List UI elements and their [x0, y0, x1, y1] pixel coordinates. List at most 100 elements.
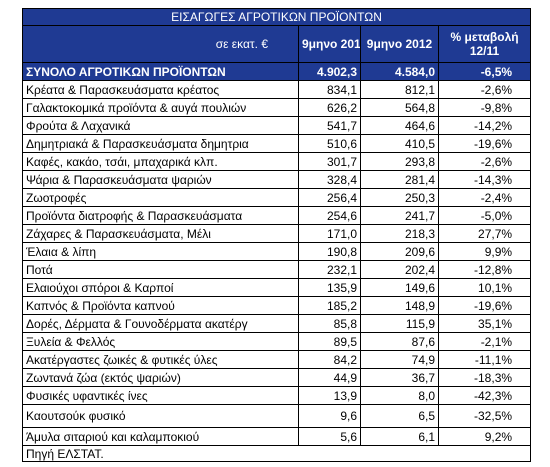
header-cell: 9μηνο 2011 — [298, 25, 361, 63]
data-row: Καουτσούκ φυσικό 9,6 6,5 -32,5% — [22, 404, 532, 428]
cell: 135,9 — [298, 278, 361, 297]
cell: 27,7% — [437, 224, 532, 243]
cell: 185,2 — [298, 296, 361, 315]
cell: 256,4 — [298, 188, 361, 207]
cell: 87,6 — [360, 332, 439, 351]
cell: 6,1 — [360, 427, 439, 446]
cell: -19,6% — [437, 296, 532, 315]
cell: -6,5% — [437, 62, 532, 81]
cell: -9,8% — [437, 98, 532, 117]
cell: 4.584,0 — [360, 62, 439, 81]
table-body: ΕΙΣΑΓΩΓΕΣ ΑΓΡΟΤΙΚΩΝ ΠΡΟΪΟΝΤΩΝ σε εκατ. €… — [21, 8, 532, 462]
cell: Ζωντανά ζώα (εκτός ψαριών) — [22, 368, 299, 387]
header-row: σε εκατ. €9μηνο 2011 9μηνο 2012% μεταβολή… — [22, 25, 532, 63]
cell: 250,3 — [360, 188, 439, 207]
data-row: Φρούτα & Λαχανικά 541,7 464,6 -14,2% — [22, 116, 532, 135]
data-row: Γαλακτοκομικά προϊόντα & αυγά πουλιών 626… — [22, 98, 532, 117]
cell: 4.902,3 — [298, 62, 361, 81]
cell: 85,8 — [298, 314, 361, 333]
cell: 301,7 — [298, 152, 361, 171]
data-row: Προϊόντα διατροφής & Παρασκευάσματα 254,6… — [22, 206, 532, 225]
cell: Κρέατα & Παρασκευάσματα κρέατος — [22, 80, 299, 99]
cell: 44,9 — [298, 368, 361, 387]
cell: 626,2 — [298, 98, 361, 117]
data-row: Φυσικές υφαντικές ίνες 13,9 8,0 -42,3% — [22, 386, 532, 405]
cell: Ξυλεία & Φελλός — [22, 332, 299, 351]
cell: 8,0 — [360, 386, 439, 405]
data-row: Ποτά 232,1 202,4 -12,8% — [22, 260, 532, 279]
cell: -5,0% — [437, 206, 532, 225]
cell: ΣΥΝΟΛΟ ΑΓΡΟΤΙΚΩΝ ΠΡΟΪΟΝΤΩΝ — [22, 62, 299, 81]
cell: 241,7 — [360, 206, 439, 225]
cell: 812,1 — [360, 80, 439, 99]
cell: 564,8 — [360, 98, 439, 117]
cell: 9,6 — [298, 404, 361, 428]
cell: 9,2% — [437, 427, 532, 446]
cell: 115,9 — [360, 314, 439, 333]
cell: 5,6 — [298, 427, 361, 446]
cell: -2,1% — [437, 332, 532, 351]
data-row: Ακατέργαστες ζωικές & φυτικές ύλες 84,2 74… — [22, 350, 532, 369]
cell: -32,5% — [437, 404, 532, 428]
cell: Καουτσούκ φυσικό — [22, 404, 299, 428]
cell: -18,3% — [437, 368, 532, 387]
cell: -14,3% — [437, 170, 532, 189]
cell: Καπνός & Προϊόντα καπνού — [22, 296, 299, 315]
cell: Προϊόντα διατροφής & Παρασκευάσματα — [22, 206, 299, 225]
cell: Ελαιούχοι σπόροι & Καρποί — [22, 278, 299, 297]
cell: 202,4 — [360, 260, 439, 279]
cell: Καφές, κακάο, τσάι, μπαχαρικά κλπ. — [22, 152, 299, 171]
cell: Ζάχαρες & Παρασκευάσματα, Μέλι — [22, 224, 299, 243]
cell: 218,3 — [360, 224, 439, 243]
table-title: ΕΙΣΑΓΩΓΕΣ ΑΓΡΟΤΙΚΩΝ ΠΡΟΪΟΝΤΩΝ — [21, 8, 532, 26]
cell: 254,6 — [298, 206, 361, 225]
data-row: Ζάχαρες & Παρασκευάσματα, Μέλι 171,0 218,3… — [22, 224, 532, 243]
cell: -11,1% — [437, 350, 532, 369]
data-row: Ζωντανά ζώα (εκτός ψαριών) 44,9 36,7 -18,3% — [22, 368, 532, 387]
data-row: Καφές, κακάο, τσάι, μπαχαρικά κλπ. 301,7 2… — [22, 152, 532, 171]
cell: -42,3% — [437, 386, 532, 405]
cell: 190,8 — [298, 242, 361, 261]
data-row: Καπνός & Προϊόντα καπνού 185,2 148,9 -19,6% — [22, 296, 532, 315]
cell: -2,4% — [437, 188, 532, 207]
data-row: Ξυλεία & Φελλός 89,5 87,6 -2,1% — [22, 332, 532, 351]
cell: 293,8 — [360, 152, 439, 171]
cell: 10,1% — [437, 278, 532, 297]
cell: Ψάρια & Παρασκευάσματα ψαριών — [22, 170, 299, 189]
data-row: Ζωοτροφές 256,4 250,3 -2,4% — [22, 188, 532, 207]
cell: Έλαια & λίπη — [22, 242, 299, 261]
cell: -2,6% — [437, 152, 532, 171]
cell: 6,5 — [360, 404, 439, 428]
cell: Άμυλα σιταριού και καλαμποκιού — [22, 427, 299, 446]
data-row: Ψάρια & Παρασκευάσματα ψαριών 328,4 281,4-… — [22, 170, 532, 189]
cell: 541,7 — [298, 116, 361, 135]
title-row: ΕΙΣΑΓΩΓΕΣ ΑΓΡΟΤΙΚΩΝ ΠΡΟΪΟΝΤΩΝ — [21, 8, 532, 26]
data-row: Κρέατα & Παρασκευάσματα κρέατος 834,1 812,… — [22, 80, 532, 99]
cell: 74,9 — [360, 350, 439, 369]
data-row: Έλαια & λίπη 190,8 209,6 9,9% — [22, 242, 532, 261]
cell: 148,9 — [360, 296, 439, 315]
cell: Ακατέργαστες ζωικές & φυτικές ύλες — [22, 350, 299, 369]
cell: 171,0 — [298, 224, 361, 243]
cell: Φρούτα & Λαχανικά — [22, 116, 299, 135]
data-row: Άμυλα σιταριού και καλαμποκιού 5,6 6,1 9,2% — [22, 427, 532, 446]
cell: Γαλακτοκομικά προϊόντα & αυγά πουλιών — [22, 98, 299, 117]
header-cell: % μεταβολή 12/11 — [437, 25, 532, 63]
cell: 13,9 — [298, 386, 361, 405]
total-row: ΣΥΝΟΛΟ ΑΓΡΟΤΙΚΩΝ ΠΡΟΪΟΝΤΩΝ 4.902,3 4.584,0… — [22, 62, 532, 81]
footer-row: Πηγή ΕΛΣΤΑΤ. — [21, 445, 532, 462]
cell: 36,7 — [360, 368, 439, 387]
data-row: Δημητριακά & Παρασκευάσματα δημητρια 510,… — [22, 134, 532, 153]
cell: 464,6 — [360, 116, 439, 135]
cell: 149,6 — [360, 278, 439, 297]
cell: 834,1 — [298, 80, 361, 99]
cell: 89,5 — [298, 332, 361, 351]
data-row: Δορές, Δέρματα & Γουνοδέρματα ακατέργ 85,… — [22, 314, 532, 333]
cell: 410,5 — [360, 134, 439, 153]
cell: -12,8% — [437, 260, 532, 279]
cell: Ζωοτροφές — [22, 188, 299, 207]
cell: 35,1% — [437, 314, 532, 333]
cell: 232,1 — [298, 260, 361, 279]
cell: Δορές, Δέρματα & Γουνοδέρματα ακατέργ — [22, 314, 299, 333]
